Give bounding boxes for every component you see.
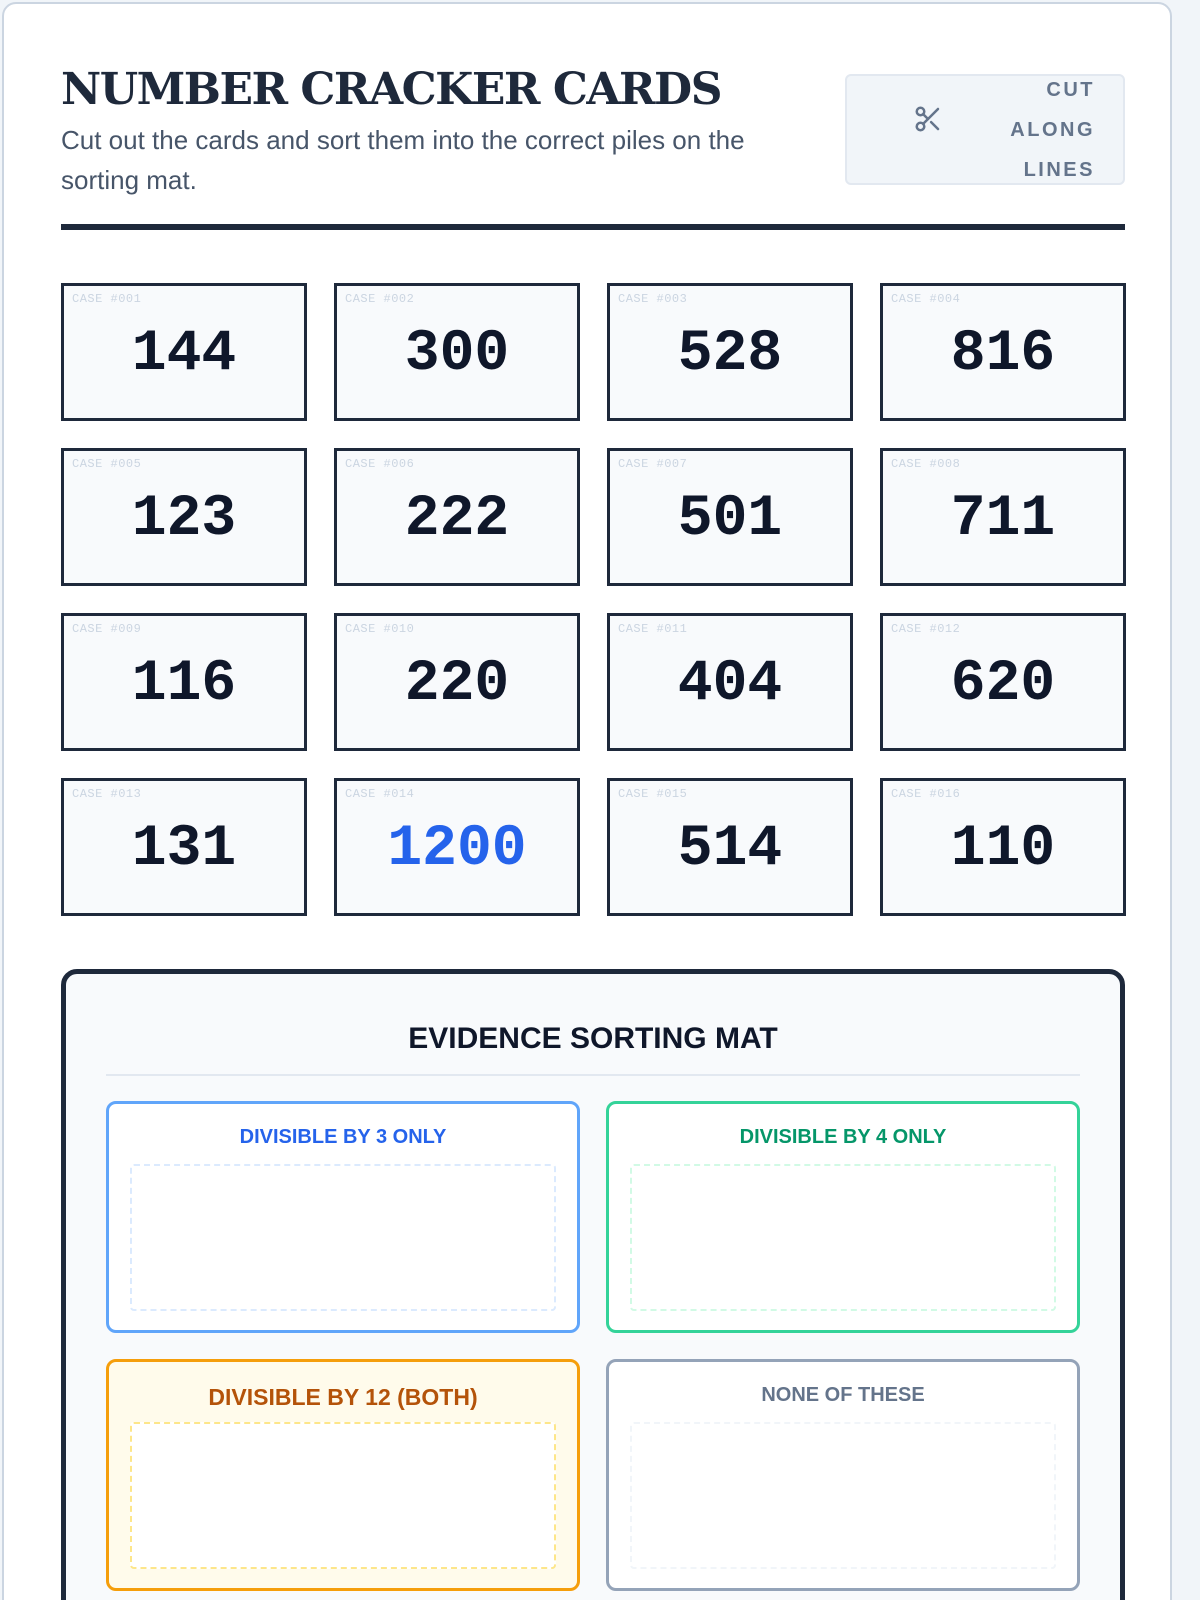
drop-zone[interactable] bbox=[630, 1422, 1056, 1569]
number-card[interactable]: CASE #002 300 bbox=[334, 283, 580, 421]
mat-divider bbox=[106, 1074, 1080, 1076]
case-label: CASE #014 bbox=[345, 787, 415, 801]
bin-label: DIVISIBLE BY 4 ONLY bbox=[739, 1126, 947, 1148]
mat-title: EVIDENCE SORTING MAT bbox=[408, 1022, 778, 1055]
sorting-bin[interactable]: DIVISIBLE BY 12 (BOTH) bbox=[106, 1359, 580, 1591]
case-label: CASE #016 bbox=[891, 787, 961, 801]
case-label: CASE #001 bbox=[72, 292, 142, 306]
number-card[interactable]: CASE #010 220 bbox=[334, 613, 580, 751]
card-number: 1200 bbox=[387, 817, 527, 882]
number-card[interactable]: CASE #011 404 bbox=[607, 613, 853, 751]
drop-zone[interactable] bbox=[630, 1164, 1056, 1311]
case-label: CASE #004 bbox=[891, 292, 961, 306]
card-number: 501 bbox=[677, 487, 783, 552]
bin-label: DIVISIBLE BY 12 (BOTH) bbox=[208, 1384, 478, 1410]
number-card[interactable]: CASE #016 110 bbox=[880, 778, 1126, 916]
number-card[interactable]: CASE #015 514 bbox=[607, 778, 853, 916]
card-number: 222 bbox=[404, 487, 510, 552]
sorting-bin[interactable]: DIVISIBLE BY 3 ONLY bbox=[106, 1101, 580, 1333]
case-label: CASE #005 bbox=[72, 457, 142, 471]
card-number: 620 bbox=[950, 652, 1056, 717]
bin-label: NONE OF THESE bbox=[761, 1384, 925, 1406]
bin-label: DIVISIBLE BY 3 ONLY bbox=[239, 1126, 447, 1148]
card-number: 711 bbox=[950, 487, 1056, 552]
drop-zone[interactable] bbox=[130, 1164, 556, 1311]
card-number: 300 bbox=[404, 322, 510, 387]
sorting-bin[interactable]: NONE OF THESE bbox=[606, 1359, 1080, 1591]
card-number: 131 bbox=[131, 817, 237, 882]
card-number: 528 bbox=[677, 322, 783, 387]
case-label: CASE #008 bbox=[891, 457, 961, 471]
card-number: 514 bbox=[677, 817, 783, 882]
card-number: 220 bbox=[404, 652, 510, 717]
card-number: 123 bbox=[131, 487, 237, 552]
number-card[interactable]: CASE #005 123 bbox=[61, 448, 307, 586]
case-label: CASE #002 bbox=[345, 292, 415, 306]
case-label: CASE #015 bbox=[618, 787, 688, 801]
card-number: 816 bbox=[950, 322, 1056, 387]
number-card[interactable]: CASE #014 1200 bbox=[334, 778, 580, 916]
case-label: CASE #013 bbox=[72, 787, 142, 801]
page-title: NUMBER CRACKER CARDS bbox=[61, 64, 722, 115]
number-card[interactable]: CASE #013 131 bbox=[61, 778, 307, 916]
number-card[interactable]: CASE #004 816 bbox=[880, 283, 1126, 421]
cut-along-lines-label: CUT ALONG LINES bbox=[1010, 78, 1095, 181]
drop-zone[interactable] bbox=[130, 1422, 556, 1569]
number-card[interactable]: CASE #009 116 bbox=[61, 613, 307, 751]
scissors-icon bbox=[913, 106, 943, 139]
case-label: CASE #007 bbox=[618, 457, 688, 471]
card-grid: CASE #001 144 CASE #002 300 CASE #003 528 CASE… bbox=[61, 283, 1126, 916]
cut-along-lines-badge[interactable]: CUT ALONG LINES bbox=[845, 74, 1125, 185]
sorting-bin[interactable]: DIVISIBLE BY 4 ONLY bbox=[606, 1101, 1080, 1333]
case-label: CASE #011 bbox=[618, 622, 688, 636]
case-label: CASE #003 bbox=[618, 292, 688, 306]
case-label: CASE #012 bbox=[891, 622, 961, 636]
case-label: CASE #006 bbox=[345, 457, 415, 471]
case-label: CASE #009 bbox=[72, 622, 142, 636]
number-card[interactable]: CASE #008 711 bbox=[880, 448, 1126, 586]
number-card[interactable]: CASE #006 222 bbox=[334, 448, 580, 586]
sorting-mat: EVIDENCE SORTING MAT DIVISIBLE BY 3 ONLY… bbox=[61, 969, 1125, 1600]
card-number: 116 bbox=[131, 652, 237, 717]
card-number: 144 bbox=[131, 322, 237, 387]
instructions: Cut out the cards and sort them into the… bbox=[61, 125, 745, 195]
header-divider bbox=[61, 224, 1125, 230]
card-number: 110 bbox=[950, 817, 1056, 882]
number-card[interactable]: CASE #003 528 bbox=[607, 283, 853, 421]
card-number: 404 bbox=[677, 652, 783, 717]
number-card[interactable]: CASE #001 144 bbox=[61, 283, 307, 421]
worksheet-page: NUMBER CRACKER CARDS Cut out the cards a… bbox=[2, 2, 1172, 1600]
case-label: CASE #010 bbox=[345, 622, 415, 636]
number-card[interactable]: CASE #007 501 bbox=[607, 448, 853, 586]
number-card[interactable]: CASE #012 620 bbox=[880, 613, 1126, 751]
